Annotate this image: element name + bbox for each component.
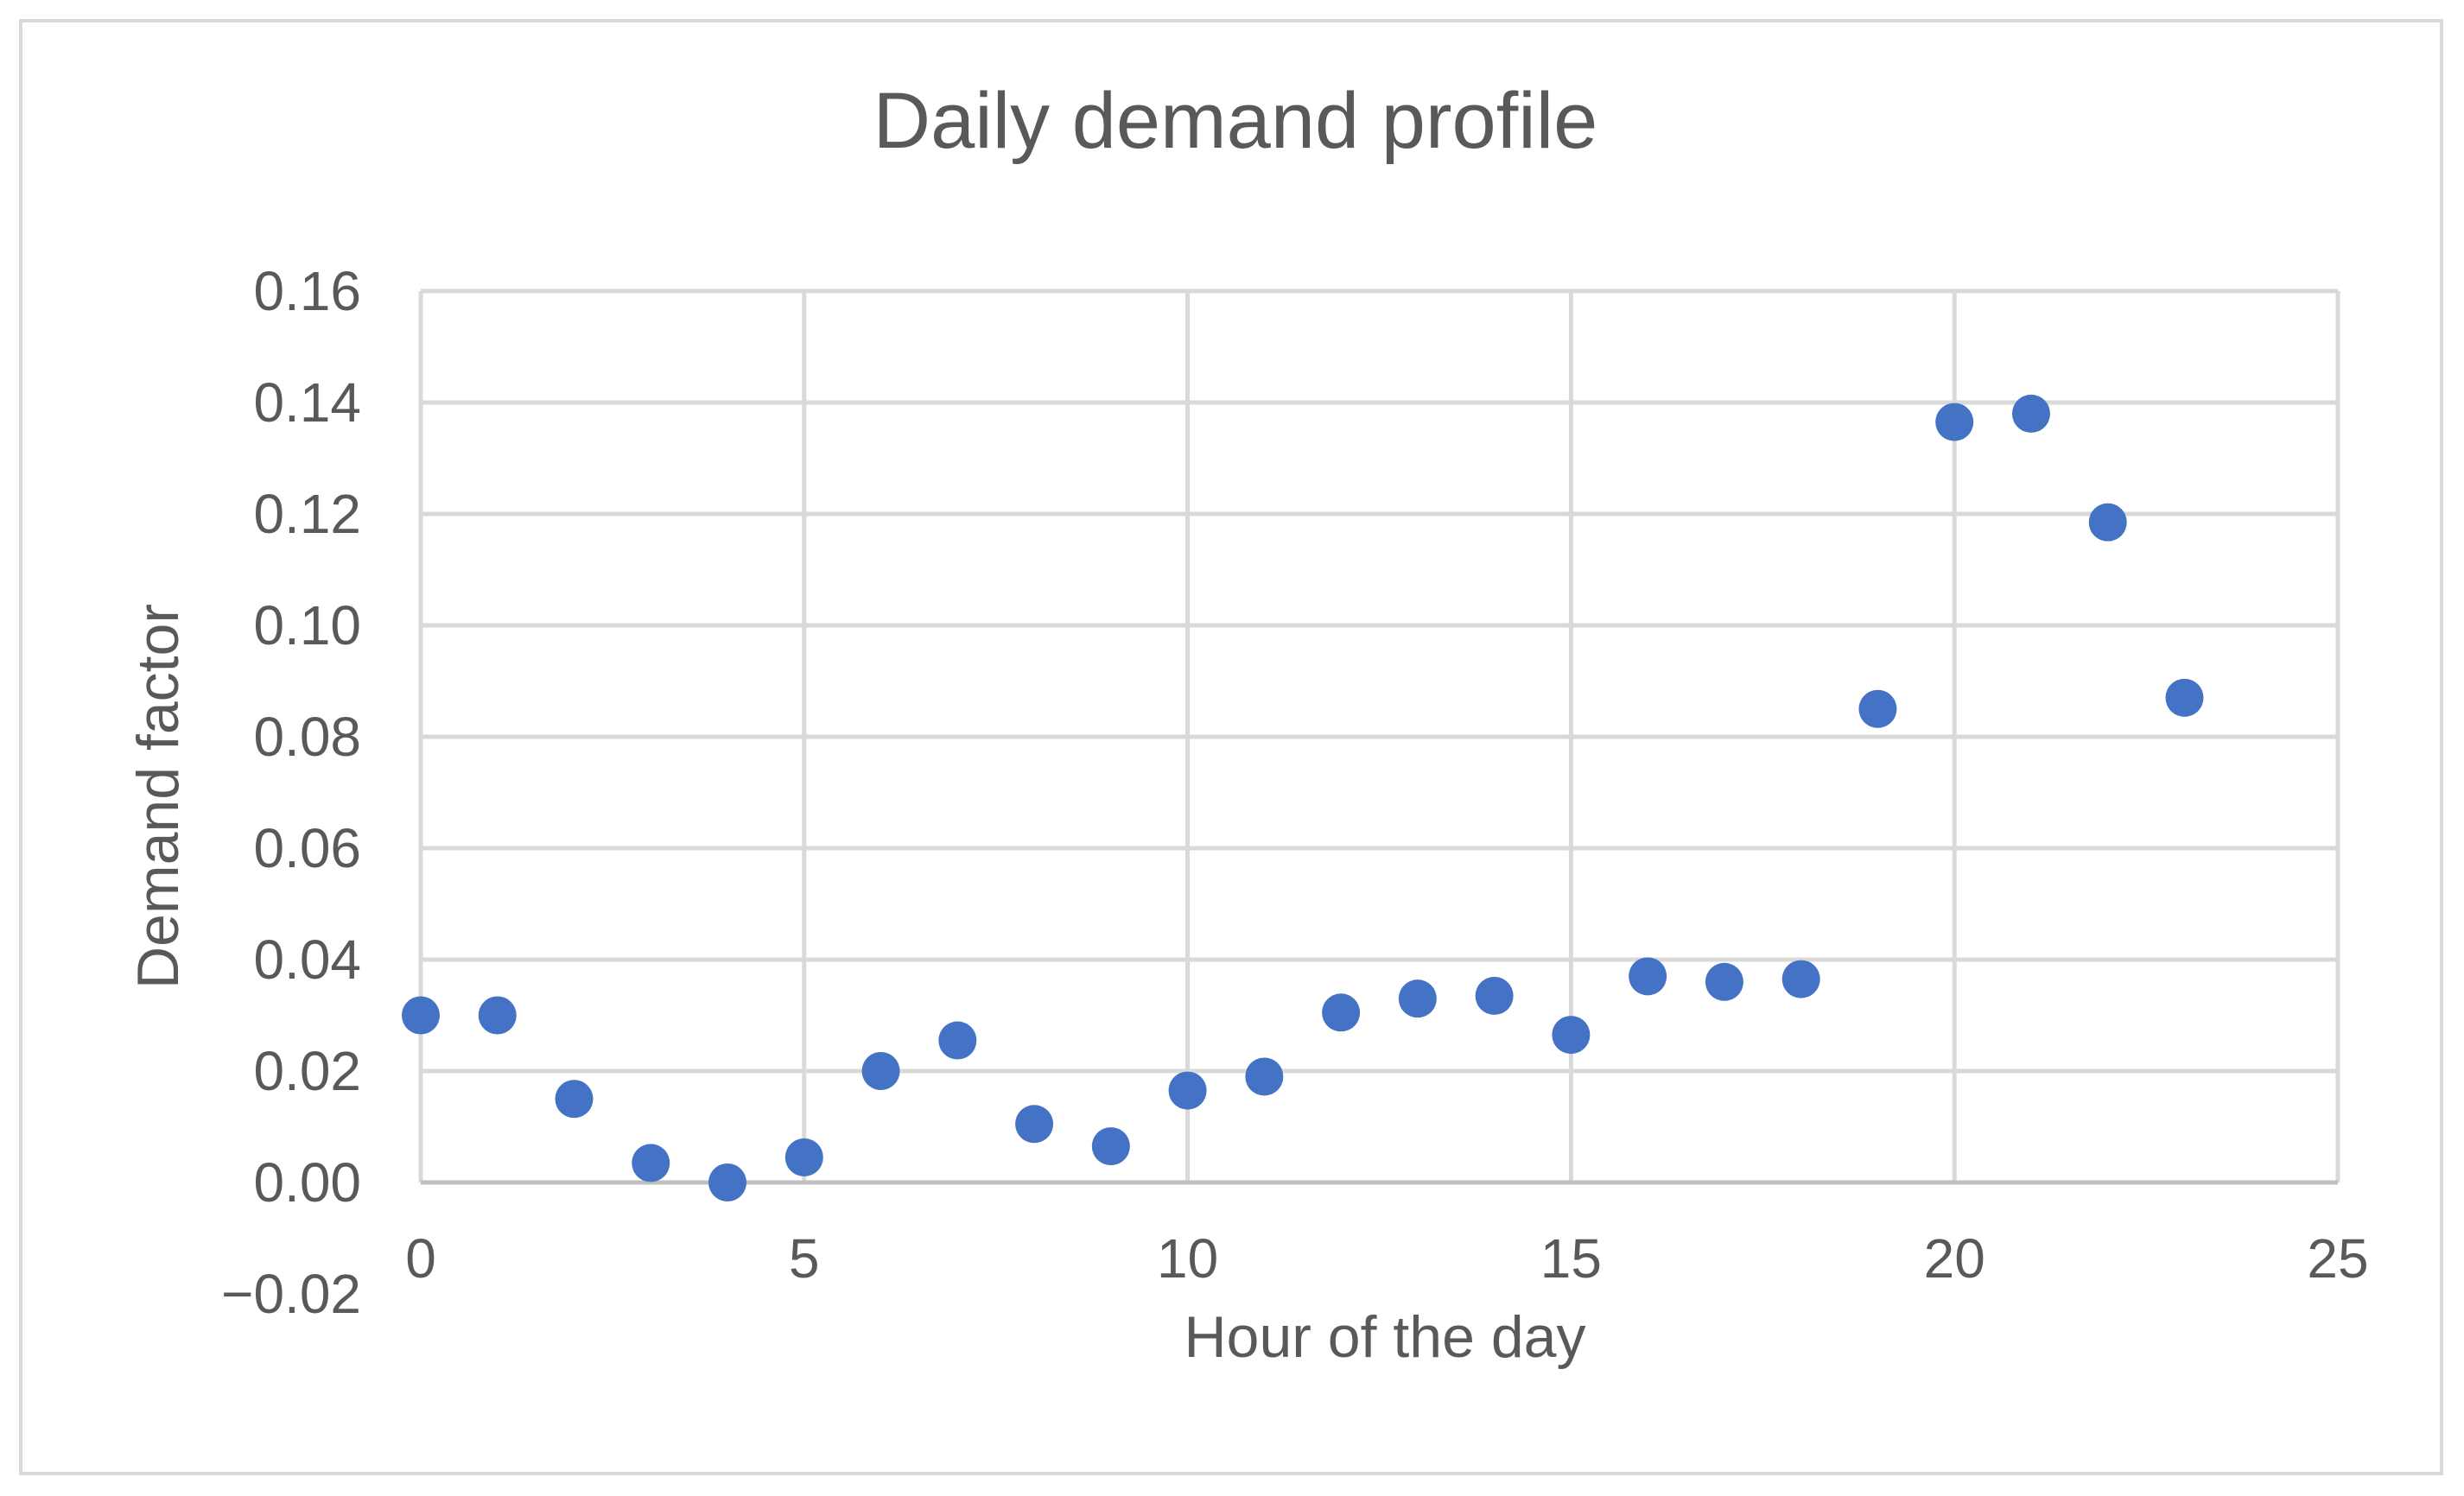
data-point xyxy=(1398,979,1437,1018)
y-axis-label: Demand factor xyxy=(125,604,191,989)
data-point xyxy=(1475,976,1514,1015)
data-point xyxy=(402,996,440,1035)
x-tick-label: 20 xyxy=(1924,1227,1985,1290)
x-axis-label: Hour of the day xyxy=(1184,1304,1586,1370)
data-point xyxy=(2011,394,2050,433)
data-point xyxy=(1935,403,1974,441)
x-tick-label: 15 xyxy=(1540,1227,1602,1290)
y-tick-labels: −0.02 0.00 0.02 0.04 0.06 0.08 0.10 0.12 0.14 0.1… xyxy=(221,260,361,1325)
data-point xyxy=(1015,1105,1054,1144)
y-tick-label: −0.02 xyxy=(221,1263,361,1325)
y-tick-label: 0.04 xyxy=(253,929,361,991)
data-point xyxy=(1091,1127,1130,1166)
x-tick-label: 10 xyxy=(1157,1227,1218,1290)
chart-frame: −0.02 0.00 0.02 0.04 0.06 0.08 0.10 0.12 0.14 0.1… xyxy=(19,19,2443,1475)
data-point xyxy=(1552,1016,1591,1055)
y-tick-label: 0.08 xyxy=(253,706,361,768)
y-tick-label: 0.12 xyxy=(253,483,361,545)
y-tick-label: 0.10 xyxy=(253,594,361,656)
data-point xyxy=(784,1138,823,1176)
data-points xyxy=(402,394,2204,1201)
y-tick-label: 0.02 xyxy=(253,1040,361,1102)
y-tick-label: 0.16 xyxy=(253,260,361,322)
data-point xyxy=(1705,962,1743,1001)
data-point xyxy=(861,1052,900,1090)
data-point xyxy=(1168,1071,1207,1110)
x-tick-labels: 0 5 10 15 20 25 xyxy=(405,1227,2368,1290)
y-tick-label: 0.14 xyxy=(253,371,361,434)
gridlines xyxy=(418,288,2340,1185)
data-point xyxy=(1629,957,1667,996)
data-point xyxy=(555,1080,594,1119)
data-point xyxy=(938,1021,977,1060)
x-tick-label: 5 xyxy=(789,1227,820,1290)
data-point xyxy=(2088,503,2127,542)
data-point xyxy=(2165,678,2204,717)
data-point xyxy=(1322,993,1361,1032)
data-point xyxy=(632,1144,670,1182)
data-point xyxy=(1858,689,1897,728)
x-tick-label: 0 xyxy=(405,1227,436,1290)
x-tick-label: 25 xyxy=(2307,1227,2368,1290)
data-point xyxy=(1245,1057,1284,1096)
data-point xyxy=(478,996,517,1035)
scatter-chart: −0.02 0.00 0.02 0.04 0.06 0.08 0.10 0.12 0.14 0.1… xyxy=(125,77,2369,1370)
y-tick-label: 0.06 xyxy=(253,817,361,879)
chart-title: Daily demand profile xyxy=(873,77,1598,165)
data-point xyxy=(1781,960,1820,998)
data-point xyxy=(708,1163,747,1201)
y-tick-label: 0.00 xyxy=(253,1151,361,1214)
